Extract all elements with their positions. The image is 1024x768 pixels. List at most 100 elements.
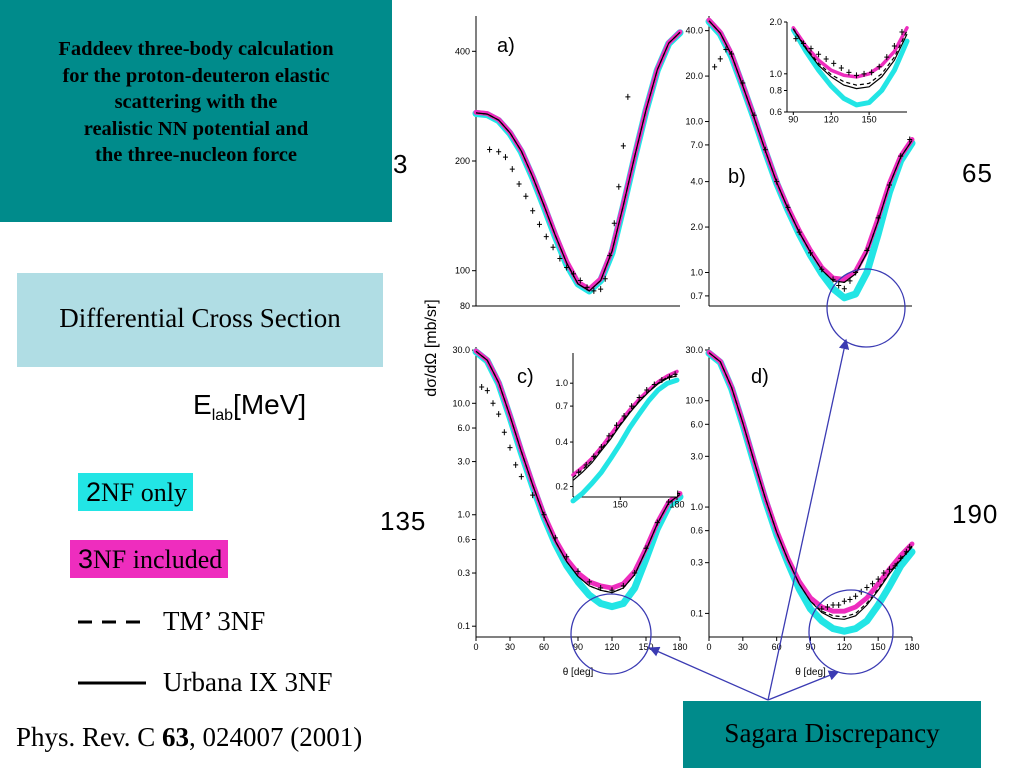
panel-a-data-point (591, 287, 597, 294)
panel-b-data-point (740, 79, 746, 86)
panel-d-data-point (864, 584, 870, 591)
panel-c-xtick-label: 90 (573, 642, 583, 652)
panel-a-data-point (607, 252, 613, 259)
sagara-circle-3 (808, 589, 894, 675)
panel-a-tm-3nf-curve (475, 31, 681, 292)
panel-a-plot: 80 100 200 400 (455, 16, 684, 311)
panel-d-data-point (907, 544, 913, 551)
panel-c-inset-data-point (613, 422, 619, 429)
panel-d-data-point (892, 562, 898, 569)
elab-unit: [MeV] (233, 389, 307, 420)
panel-b-data-point (729, 51, 735, 58)
panel-c-ytick-label: 0.3 (457, 568, 470, 578)
panel-b-data-point (796, 229, 802, 236)
panel-b-inset-ytick-label: 0.6 (769, 107, 782, 117)
panel-c-inset-urbana-3nf-curve (572, 375, 678, 481)
panel-b-inset-tm-3nf-curve (792, 28, 908, 86)
panel-c-inset-data-point (606, 432, 612, 439)
panel-d-xtick-label: 60 (772, 642, 782, 652)
panel-b-inset-data-point (831, 60, 837, 67)
panel-a-data-point (550, 244, 556, 251)
panel-b-data-point (836, 282, 842, 289)
panel-b-ytick-label: 0.7 (690, 291, 703, 301)
panel-a-data-point (598, 286, 604, 293)
panel-b-ytick-label: 1.0 (690, 268, 703, 278)
panel-d-xtick-label: 150 (871, 642, 886, 652)
panel-b-data-point (841, 285, 847, 292)
panel-d-data-point (836, 601, 842, 608)
panel-c-data-point (666, 499, 672, 506)
panel-c-data-point (654, 519, 660, 526)
panel-d-2nf-band (705, 349, 916, 635)
panel-d-data-point (870, 580, 876, 587)
panel-a-data-point (496, 148, 502, 155)
panel-d-xtick-label: 180 (904, 642, 919, 652)
panel-b-data-point (830, 276, 836, 283)
panel-c-data-point (490, 400, 496, 407)
panel-a-data-point (557, 255, 563, 262)
panel-c-xtick-label: 180 (672, 642, 687, 652)
sagara-label: Sagara Discrepancy (724, 718, 940, 748)
legend-3nf-number: 3 (78, 544, 94, 574)
elab-subscript: lab (211, 407, 234, 424)
energy-label-a: 3 (393, 149, 409, 179)
legend-3nf-swatch: 3NF included (70, 540, 229, 578)
panel-b-data-point (907, 136, 913, 143)
panel-a-data-point (584, 284, 590, 291)
panel-c-inset-data-point (598, 444, 604, 451)
panel-a-urbana-3nf-curve (475, 31, 681, 292)
panel-b-inset-data-point (846, 69, 852, 76)
panel-c-xtick-label: 120 (604, 642, 619, 652)
panel-b-ytick-label: 7.0 (690, 140, 703, 150)
panel-c-inset-data-point (636, 394, 642, 401)
panel-a-data-point (602, 275, 608, 282)
panel-c-inset-data-point (659, 377, 665, 384)
panel-c-data-point (513, 461, 519, 468)
panel-c-inset-xtick-label: 150 (613, 500, 628, 510)
panel-d-data-point (886, 566, 892, 573)
legend-urbana-label: Urbana IX 3NF (163, 667, 333, 697)
panel-d-ytick-label: 10.0 (685, 396, 703, 406)
section-label-box (17, 273, 383, 367)
reference-prefix: Phys. Rev. C (16, 722, 163, 752)
legend-2nf-text: NF only (101, 478, 187, 507)
panel-a-data-point (516, 180, 522, 187)
panel-d-label: d) (751, 366, 769, 388)
title-box (0, 0, 392, 222)
panel-d-xtick-label: 90 (805, 642, 815, 652)
panel-b-ytick-label: 4.0 (690, 177, 703, 187)
panel-b-inset-data-point (823, 55, 829, 62)
panel-c-data-point (501, 429, 507, 436)
panel-a-ytick-label: 100 (455, 266, 470, 276)
elab-symbol: E (193, 389, 212, 420)
panel-b-inset-xtick-label: 150 (862, 115, 877, 125)
panel-b-data-point (864, 247, 870, 254)
panel-a-data-point (509, 166, 515, 173)
panel-b-data-point (875, 214, 881, 221)
panel-d-urbana-3nf-curve (708, 352, 913, 620)
panel-d-ytick-label: 0.6 (690, 526, 703, 536)
panel-b-data-point (774, 178, 780, 185)
panel-b-data-point (819, 266, 825, 273)
panel-c-xtick-label: 150 (638, 642, 653, 652)
panel-c-inset-data-point (672, 371, 678, 378)
panel-a-data-point (543, 233, 549, 240)
energy-label-d: 190 (952, 499, 999, 529)
panel-c-data-point (609, 587, 615, 594)
panel-d-plot: 0.1 0.3 0.6 1.0 3.0 6.0 10.0 30.0 0 30 60 90 120 150 1… (685, 345, 919, 652)
panel-c-inset-xtick-label: 180 (669, 500, 684, 510)
panel-a-data-point (570, 270, 576, 277)
panel-b-inset-data-point (793, 35, 799, 42)
panel-c-inset-2nf-band (570, 377, 680, 504)
panel-c-data-point (530, 492, 536, 499)
sagara-circle-1 (826, 268, 906, 348)
panel-d-xlabel: θ [deg] (795, 667, 826, 678)
panel-b-ytick-label: 2.0 (690, 222, 703, 232)
panel-c-inset-data-point (666, 374, 672, 381)
panel-d-data-point (819, 606, 825, 613)
panel-a-3nf-band (473, 29, 683, 292)
panel-a-data-point (502, 154, 508, 161)
panel-c-data-point (643, 545, 649, 552)
panel-b-ytick-label: 10.0 (685, 117, 703, 127)
